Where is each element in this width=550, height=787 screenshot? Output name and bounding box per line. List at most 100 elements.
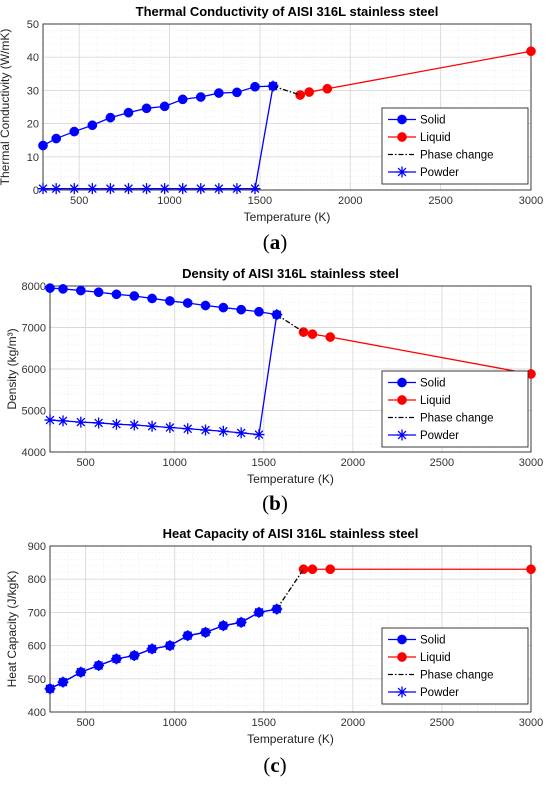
data-point-powder <box>75 416 87 428</box>
caption-a-letter: a <box>269 230 281 254</box>
data-point-solid <box>93 287 104 298</box>
legend-label-solid: Solid <box>420 378 446 390</box>
data-point-solid <box>147 293 157 304</box>
legend-label-phase-change: Phase change <box>420 413 494 425</box>
chart-title: Thermal Conductivity of AISI 316L stainl… <box>136 4 439 19</box>
data-point-powder <box>200 626 212 638</box>
data-point-solid <box>218 302 229 313</box>
x-axis-label: Temperature (K) <box>247 732 334 746</box>
data-point-powder <box>200 424 212 436</box>
data-point-powder <box>159 183 171 195</box>
caption-a: (a) <box>262 230 288 254</box>
data-point-powder <box>235 616 247 628</box>
data-point-solid <box>38 140 48 151</box>
data-point-powder <box>122 183 134 195</box>
x-tick-label: 2000 <box>338 195 362 207</box>
x-tick-label: 2000 <box>341 457 365 469</box>
y-tick-label: 400 <box>28 707 46 719</box>
data-point-solid <box>141 103 152 114</box>
density-chart: 500 1000 1500 2000 2500 3000 4000 5000 6000 7000 8… <box>5 266 543 486</box>
data-point-powder <box>128 650 140 662</box>
data-point-solid <box>214 88 224 98</box>
axes-frame <box>42 23 532 191</box>
y-tick-label: 5000 <box>22 406 46 418</box>
chart-title: Density of AISI 316L stainless steel <box>182 266 399 281</box>
y-axis-label: Thermal Conductivity (W/mK) <box>0 29 12 186</box>
legend-label-solid: Solid <box>420 635 446 647</box>
data-point-solid <box>129 291 140 301</box>
legend-marker-liquid <box>397 395 407 405</box>
x-tick-label: 2500 <box>430 717 454 729</box>
data-point-powder <box>128 419 140 431</box>
data-point-powder <box>57 676 69 688</box>
x-tick-label: 2000 <box>341 717 365 729</box>
caption-c: (c) <box>263 753 287 777</box>
legend-marker-solid <box>397 377 407 388</box>
data-point-solid <box>254 306 264 317</box>
data-point-powder <box>271 603 283 615</box>
x-tick-label: 2500 <box>428 195 452 207</box>
caption-b: (b) <box>262 491 288 515</box>
y-tick-label: 20 <box>27 119 39 131</box>
y-tick-label: 700 <box>28 607 46 619</box>
data-point-liquid <box>307 564 318 575</box>
y-tick-label: 6000 <box>22 364 46 376</box>
data-point-solid <box>159 101 170 112</box>
data-point-powder <box>195 183 207 195</box>
y-tick-label: 4000 <box>22 447 46 459</box>
data-point-powder <box>164 422 176 434</box>
y-tick-label: 40 <box>27 52 39 64</box>
series-powder <box>37 80 279 195</box>
y-axis-label: Density (kg/m³) <box>5 328 19 409</box>
series-liquid <box>298 564 536 575</box>
axes-frame <box>49 545 532 713</box>
chart-panel-b: 500 1000 1500 2000 2500 3000 4000 5000 6000 7000 8… <box>0 262 550 524</box>
x-tick-label: 1500 <box>248 195 272 207</box>
data-point-powder <box>110 418 122 430</box>
data-point-solid <box>195 92 206 102</box>
chart-panel-c: 500 1000 1500 2000 2500 3000 400 500 600 700 800 90… <box>0 524 550 787</box>
data-point-solid <box>123 107 134 118</box>
legend-label-liquid: Liquid <box>420 132 451 144</box>
y-tick-label: 900 <box>28 541 46 553</box>
data-point-solid <box>51 133 62 144</box>
caption-c-letter: c <box>270 753 280 777</box>
data-point-powder <box>253 606 265 618</box>
x-tick-label: 3000 <box>519 457 543 469</box>
series-phase-change <box>272 85 301 96</box>
series-phase-change <box>276 568 305 610</box>
x-tick-label: 1500 <box>252 457 276 469</box>
chart-title: Heat Capacity of AISI 316L stainless ste… <box>163 526 419 541</box>
data-point-powder <box>75 666 87 678</box>
data-point-powder <box>93 417 105 429</box>
data-point-solid <box>236 304 247 315</box>
y-tick-label: 600 <box>28 641 46 653</box>
data-point-liquid <box>304 87 315 97</box>
legend: Solid Liquid Phase change Powder <box>381 370 529 448</box>
data-point-powder <box>86 183 98 195</box>
data-point-solid <box>58 284 68 294</box>
data-point-liquid <box>322 83 333 94</box>
series-line-phase-change <box>276 568 305 610</box>
data-point-powder <box>37 183 49 195</box>
axes-frame <box>49 285 532 453</box>
data-point-solid <box>87 120 98 131</box>
legend-label-phase-change: Phase change <box>420 150 494 162</box>
data-point-powder <box>93 660 105 672</box>
data-point-powder <box>217 620 229 632</box>
legend-marker-solid <box>397 114 407 125</box>
data-point-powder <box>44 683 56 695</box>
data-point-solid <box>250 81 260 92</box>
data-point-solid <box>177 94 188 105</box>
data-point-solid <box>182 298 193 308</box>
data-point-liquid <box>325 564 336 575</box>
series-line-phase-change <box>272 85 301 96</box>
y-tick-label: 8000 <box>22 281 46 293</box>
x-tick-label: 2500 <box>430 457 454 469</box>
x-tick-label: 3000 <box>519 195 543 207</box>
data-point-solid <box>165 296 175 306</box>
y-tick-label: 7000 <box>22 323 46 335</box>
legend-marker-powder <box>396 166 408 178</box>
legend-marker-powder <box>396 686 408 698</box>
y-tick-label: 500 <box>28 674 46 686</box>
